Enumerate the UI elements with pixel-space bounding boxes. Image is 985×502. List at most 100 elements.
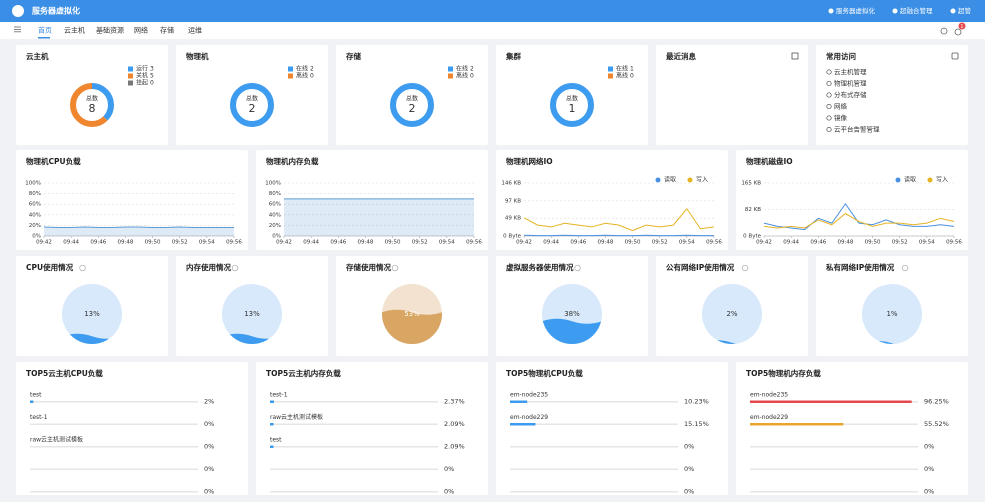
row-value: 0% bbox=[204, 443, 214, 451]
menu-icon bbox=[828, 8, 834, 14]
line bbox=[763, 203, 955, 231]
legend-value: 0 bbox=[310, 73, 314, 80]
legend-name: 运行 bbox=[136, 65, 148, 73]
card-title: CPU使用情况 bbox=[26, 262, 74, 272]
x-tick-label: 09:52 bbox=[892, 240, 908, 246]
help-icon bbox=[231, 264, 239, 272]
card bbox=[816, 45, 968, 145]
badge bbox=[958, 22, 966, 30]
legend-value: 0 bbox=[470, 73, 474, 80]
bar bbox=[750, 400, 912, 403]
x-tick-label: 09:52 bbox=[412, 240, 428, 246]
row-name: em-node235 bbox=[750, 392, 788, 399]
donut-segment bbox=[70, 83, 114, 127]
nav-item[interactable]: 基础资源 bbox=[96, 26, 124, 35]
gauge-label: 2% bbox=[726, 310, 737, 318]
area bbox=[44, 226, 234, 236]
nav-item[interactable]: 首页 bbox=[38, 26, 52, 35]
row-value: 0% bbox=[684, 465, 694, 473]
quick-link[interactable]: 云主机管理 bbox=[834, 67, 867, 76]
row-value: 0% bbox=[684, 488, 694, 496]
help-icon bbox=[574, 264, 581, 272]
nav-item[interactable]: 网络 bbox=[134, 26, 148, 35]
y-tick-label: 0 Byte bbox=[503, 234, 521, 240]
x-tick-label: 09:44 bbox=[63, 240, 79, 246]
help-icon bbox=[391, 264, 399, 272]
bar-track bbox=[510, 446, 678, 448]
card-title: TOP5云主机CPU负载 bbox=[26, 368, 103, 378]
card-title: 集群 bbox=[505, 51, 521, 61]
x-tick-label: 09:46 bbox=[90, 240, 106, 246]
card bbox=[16, 362, 248, 495]
bar-track bbox=[750, 468, 918, 470]
row-value: 55.52% bbox=[924, 420, 949, 428]
x-tick-label: 09:54 bbox=[439, 240, 455, 246]
x-tick-label: 09:42 bbox=[516, 240, 532, 246]
y-tick-label: 97 KB bbox=[505, 198, 521, 204]
gauge-background bbox=[702, 284, 762, 344]
total-value: 2 bbox=[249, 102, 256, 115]
legend-name: 读取 bbox=[904, 176, 916, 184]
x-tick-label: 09:42 bbox=[276, 240, 292, 246]
bar-track bbox=[30, 423, 198, 425]
bar bbox=[510, 400, 528, 403]
user-menu-item[interactable]: 超融合管理 bbox=[900, 6, 933, 15]
row-name: test-1 bbox=[270, 392, 288, 399]
bar bbox=[510, 423, 536, 426]
legend-swatch bbox=[608, 66, 613, 72]
quick-link[interactable]: 物理机管理 bbox=[834, 79, 867, 88]
legend-value: 2 bbox=[470, 66, 474, 73]
legend-name: 离线 bbox=[296, 72, 308, 80]
gauge-fill bbox=[542, 318, 602, 344]
card-title: 存储 bbox=[345, 51, 361, 61]
card-title: TOP5物理机内存负载 bbox=[746, 368, 821, 378]
nav-item[interactable]: 存储 bbox=[160, 26, 174, 35]
row-value: 0% bbox=[684, 443, 694, 451]
quick-link[interactable]: 分布式存储 bbox=[834, 90, 867, 99]
row-value: 2.09% bbox=[444, 420, 465, 428]
y-tick-label: 165 KB bbox=[741, 181, 761, 187]
donut-segment bbox=[390, 83, 434, 127]
legend-name: 读取 bbox=[664, 176, 676, 184]
quick-link[interactable]: 镜像 bbox=[834, 113, 848, 122]
item-icon bbox=[826, 126, 832, 133]
logo bbox=[12, 5, 24, 17]
help-icon bbox=[901, 264, 909, 272]
total-value: 1 bbox=[569, 102, 576, 115]
row-value: 96.25% bbox=[924, 398, 949, 406]
user-menu-item[interactable]: 超管 bbox=[958, 6, 972, 15]
nav-item[interactable]: 运维 bbox=[188, 26, 202, 35]
bar-track bbox=[270, 468, 438, 470]
help-icon bbox=[741, 264, 749, 272]
y-tick-label: 60% bbox=[269, 202, 281, 208]
menu-icon bbox=[950, 8, 956, 14]
legend-name: 挂起 bbox=[136, 79, 148, 87]
row-value: 0% bbox=[924, 488, 934, 496]
legend-name: 关机 bbox=[136, 72, 148, 80]
bar-track bbox=[30, 446, 198, 448]
x-tick-label: 09:56 bbox=[706, 240, 722, 246]
gauge-background bbox=[62, 284, 122, 344]
row-name: test-1 bbox=[30, 414, 48, 421]
y-tick-label: 0 Byte bbox=[743, 234, 761, 240]
row-value: 0% bbox=[204, 488, 214, 496]
card-title: 内存使用情况 bbox=[186, 262, 231, 272]
item-icon bbox=[826, 115, 832, 121]
bar bbox=[750, 423, 844, 426]
legend-dot bbox=[655, 177, 661, 183]
bar-track bbox=[510, 401, 678, 403]
quick-link[interactable]: 云平台告警管理 bbox=[834, 125, 880, 134]
user-menu-item[interactable]: 服务器虚拟化 bbox=[836, 6, 876, 15]
settings-icon bbox=[951, 52, 959, 60]
x-tick-label: 09:48 bbox=[597, 240, 613, 246]
legend-name: 写入 bbox=[936, 177, 948, 184]
row-value: 15.15% bbox=[684, 420, 709, 428]
y-tick-label: 40% bbox=[269, 212, 281, 218]
x-tick-label: 09:54 bbox=[919, 240, 935, 246]
legend-name: 离线 bbox=[616, 72, 628, 80]
nav-item[interactable]: 云主机 bbox=[64, 26, 85, 35]
card-title: 物理机网络IO bbox=[506, 156, 553, 166]
x-tick-label: 09:52 bbox=[172, 240, 188, 246]
quick-link[interactable]: 网络 bbox=[834, 102, 848, 111]
card bbox=[736, 150, 968, 250]
